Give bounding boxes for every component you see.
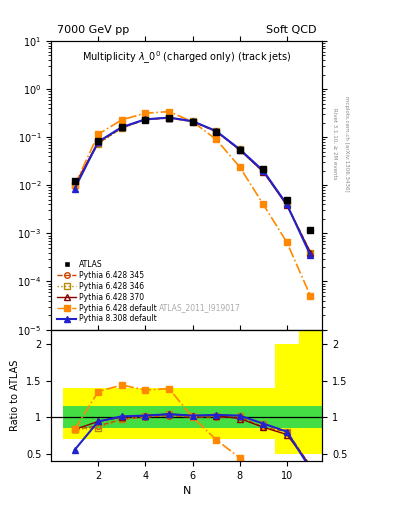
Text: 7000 GeV pp: 7000 GeV pp: [57, 25, 129, 35]
Text: mcplots.cern.ch [arXiv:1306.3436]: mcplots.cern.ch [arXiv:1306.3436]: [344, 96, 349, 191]
Y-axis label: Ratio to ATLAS: Ratio to ATLAS: [11, 359, 20, 431]
Text: Soft QCD: Soft QCD: [266, 25, 317, 35]
Text: Rivet 3.1.10, ≥ 2M events: Rivet 3.1.10, ≥ 2M events: [332, 108, 337, 179]
Legend: ATLAS, Pythia 6.428 345, Pythia 6.428 346, Pythia 6.428 370, Pythia 6.428 defaul: ATLAS, Pythia 6.428 345, Pythia 6.428 34…: [55, 258, 160, 326]
X-axis label: N: N: [182, 486, 191, 496]
Text: ATLAS_2011_I919017: ATLAS_2011_I919017: [159, 303, 241, 312]
Text: Multiplicity $\lambda\_0^0$ (charged only) (track jets): Multiplicity $\lambda\_0^0$ (charged onl…: [82, 50, 292, 66]
